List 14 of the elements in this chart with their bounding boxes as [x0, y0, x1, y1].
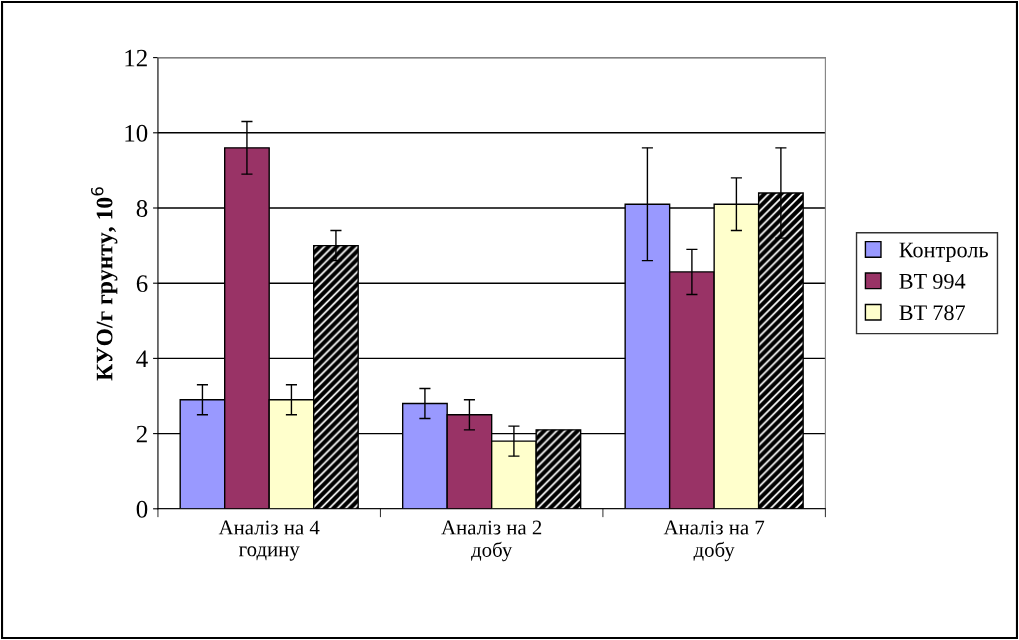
y-tick-label: 12 [125, 49, 147, 67]
legend-label: Контроль [899, 242, 988, 262]
y-axis-title: КУО/г грунту, 10$^{6}$ [90, 187, 118, 381]
x-tick-label: Аналіз на 4 годину [218, 520, 320, 561]
y-tick-label: 6 [136, 275, 148, 293]
x-tick-label: Аналіз на 2 добу [441, 520, 542, 562]
x-tick-label: Аналіз на 7 добу [663, 520, 765, 562]
y-tick-label: 4 [136, 350, 148, 368]
y-tick-label: 10 [125, 124, 148, 142]
legend-label: BT 994 [899, 273, 966, 289]
y-tick-label: 2 [136, 425, 147, 443]
y-tick-label: 8 [136, 200, 148, 217]
legend-label: BT 787 [899, 305, 965, 321]
y-tick-label: 0 [136, 500, 148, 518]
